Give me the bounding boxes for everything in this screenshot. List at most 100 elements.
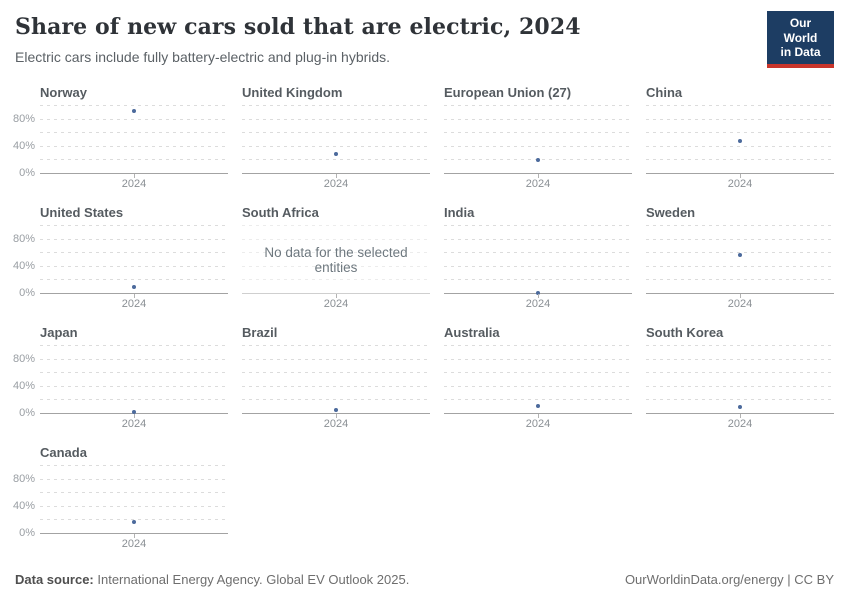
- facet-norway: Norway 0% 40% 80% 2024: [13, 85, 228, 192]
- data-point-norway: [132, 108, 136, 113]
- data-point-european-union-27: [536, 157, 540, 162]
- x-tick-mark: [538, 414, 539, 418]
- facet-xaxis-china: 2024: [646, 174, 834, 192]
- gridline-40: [444, 385, 632, 387]
- facet-plot-china: [646, 105, 834, 174]
- facet-plot-india: [444, 225, 632, 295]
- y-tick-label-0: 0%: [19, 527, 35, 539]
- facet-plot-australia: [444, 345, 632, 414]
- facet-title-united-kingdom: United Kingdom: [242, 85, 343, 100]
- owid-logo-line1: Our World: [783, 16, 818, 45]
- facet-xaxis-south-africa: 2024: [242, 294, 430, 312]
- gridline-40: [646, 385, 834, 387]
- data-source-text: International Energy Agency. Global EV O…: [97, 572, 410, 587]
- gridline-40: [444, 145, 632, 147]
- facet-title-south-korea: South Korea: [646, 325, 724, 340]
- y-tick-label-80: 80%: [12, 352, 35, 365]
- facet-plot-brazil: [242, 345, 430, 414]
- gridline-80: [242, 238, 430, 240]
- gridline-100: [40, 465, 228, 466]
- gridline-80: [646, 358, 834, 360]
- gridline-20: [40, 279, 228, 281]
- gridline-60: [242, 252, 430, 254]
- y-tick-label-0: 0%: [19, 167, 35, 179]
- credit-link[interactable]: OurWorldinData.org/energy | CC BY: [624, 572, 834, 587]
- no-data-message: No data for the selected entities: [264, 245, 408, 275]
- facet-title-norway: Norway: [40, 85, 87, 100]
- gridline-80: [242, 118, 430, 120]
- gridline-100: [646, 225, 834, 226]
- facet-title-united-states: United States: [40, 205, 124, 220]
- facet-plot-canada: 0% 40% 80%: [13, 465, 228, 539]
- gridline-40: [40, 145, 228, 147]
- facet-plot-united-states: 0% 40% 80%: [13, 225, 228, 299]
- facet-japan: Japan 0% 40% 80% 2024: [13, 325, 228, 432]
- x-tick-mark: [740, 174, 741, 178]
- y-tick-label-80: 80%: [12, 112, 35, 125]
- gridline-0: [646, 173, 834, 174]
- gridline-80: [444, 358, 632, 360]
- facet-xaxis-european-union-27: 2024: [444, 174, 632, 192]
- gridline-0: [444, 413, 632, 414]
- facet-xaxis-brazil: 2024: [242, 414, 430, 432]
- facet-xaxis-japan: 2024: [40, 414, 228, 432]
- x-tick-label: 2024: [525, 178, 551, 190]
- x-tick-mark: [134, 294, 135, 298]
- chart-page: Share of new cars sold that are electric…: [13, 11, 834, 587]
- x-tick-label: 2024: [727, 418, 753, 430]
- gridline-40: [242, 265, 430, 267]
- facet-united-kingdom: United Kingdom 2024: [242, 85, 430, 190]
- x-tick-label: 2024: [727, 298, 753, 310]
- facet-xaxis-south-korea: 2024: [646, 414, 834, 432]
- gridline-20: [242, 399, 430, 401]
- data-point-sweden: [738, 252, 742, 257]
- facet-xaxis-australia: 2024: [444, 414, 632, 432]
- gridline-20: [444, 279, 632, 281]
- data-source-label: Data source:: [15, 572, 94, 587]
- y-tick-label-80: 80%: [12, 472, 35, 485]
- gridline-40: [242, 385, 430, 387]
- facet-xaxis-india: 2024: [444, 294, 632, 312]
- facet-title-australia: Australia: [444, 325, 500, 340]
- gridline-40: [646, 145, 834, 147]
- gridline-20: [40, 159, 228, 161]
- facet-south-africa: South Africa No data for the selected ent…: [242, 205, 430, 312]
- gridline-20: [646, 159, 834, 161]
- data-source-note: Data source: International Energy Agency…: [15, 572, 409, 587]
- chart-subtitle: Electric cars include fully battery-elec…: [15, 49, 391, 65]
- gridline-0: [242, 413, 430, 414]
- gridline-80: [40, 478, 228, 480]
- gridline-0: [40, 293, 228, 294]
- chart-header: Share of new cars sold that are electric…: [15, 11, 834, 84]
- gridline-100: [444, 105, 632, 106]
- gridline-60: [40, 132, 228, 134]
- facet-xaxis-sweden: 2024: [646, 294, 834, 312]
- y-tick-label-40: 40%: [12, 259, 35, 272]
- facet-plot-european-union-27: [444, 105, 632, 174]
- facet-sweden: Sweden 2024: [646, 205, 834, 312]
- facet-united-states: United States 0% 40% 80% 2024: [13, 205, 228, 310]
- x-tick-label: 2024: [525, 298, 551, 310]
- gridline-100: [242, 225, 430, 226]
- x-tick-label: 2024: [121, 298, 147, 310]
- x-tick-mark: [134, 174, 135, 178]
- facet-south-korea: South Korea 2024: [646, 325, 834, 432]
- facet-title-european-union-27: European Union (27): [444, 85, 572, 100]
- data-point-china: [738, 139, 742, 144]
- data-point-australia: [536, 403, 540, 408]
- gridline-60: [40, 252, 228, 254]
- owid-logo[interactable]: Our World in Data: [767, 11, 834, 68]
- facet-xaxis-norway: 2024: [40, 174, 228, 192]
- gridline-20: [242, 159, 430, 161]
- facet-title-japan: Japan: [40, 325, 78, 340]
- facet-plot-japan: 0% 40% 80%: [13, 345, 228, 419]
- facet-title-south-africa: South Africa: [242, 205, 319, 220]
- facet-china: China 2024: [646, 85, 834, 192]
- gridline-60: [646, 372, 834, 374]
- facet-title-sweden: Sweden: [646, 205, 696, 220]
- data-point-brazil: [334, 407, 338, 412]
- gridline-0: [444, 173, 632, 174]
- gridline-60: [40, 492, 228, 494]
- gridline-0: [646, 413, 834, 414]
- gridline-100: [646, 105, 834, 106]
